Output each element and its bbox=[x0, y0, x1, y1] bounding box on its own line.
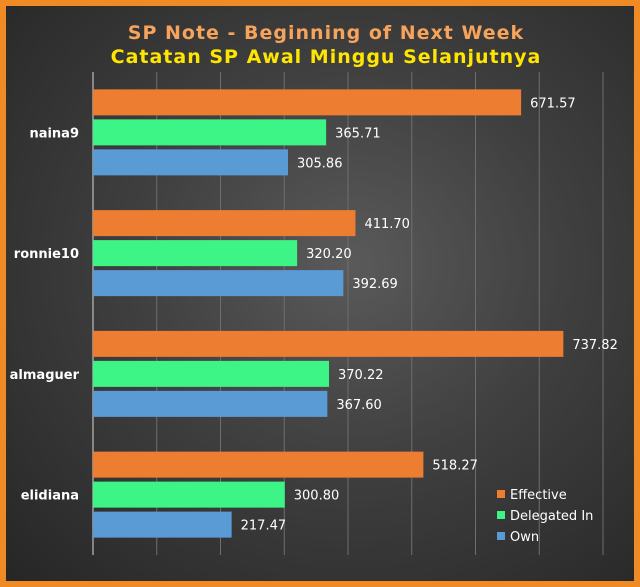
category-tick-label: elidiana bbox=[21, 489, 79, 504]
data-label: 367.60 bbox=[336, 398, 382, 413]
bar-own-naina9 bbox=[93, 149, 288, 176]
bar-delegated-in-naina9 bbox=[93, 119, 327, 146]
category-tick-labels: naina9 ronnie10 almaguer elidiana bbox=[10, 126, 80, 503]
data-label: 518.27 bbox=[432, 459, 478, 474]
data-label: 320.20 bbox=[306, 247, 352, 262]
legend-swatch bbox=[497, 490, 505, 498]
bar-own-ronnie10 bbox=[93, 270, 344, 297]
bar-own-almaguer bbox=[93, 390, 328, 417]
bar-delegated-in-ronnie10 bbox=[93, 240, 298, 267]
data-label: 411.70 bbox=[364, 217, 410, 232]
legend-label: Effective bbox=[510, 488, 567, 503]
data-label: 217.47 bbox=[241, 519, 287, 534]
category-tick-label: almaguer bbox=[10, 368, 80, 383]
data-label: 737.82 bbox=[572, 338, 618, 353]
data-label: 365.71 bbox=[335, 126, 381, 141]
legend-swatch bbox=[497, 511, 505, 519]
bar-effective-naina9 bbox=[93, 89, 522, 116]
bars bbox=[93, 89, 564, 538]
chart-title: SP Note - Beginning of Next Week bbox=[127, 22, 525, 44]
data-label: 300.80 bbox=[294, 489, 340, 504]
bar-effective-elidiana bbox=[93, 451, 424, 478]
data-label: 392.69 bbox=[352, 277, 398, 292]
legend-label: Delegated In bbox=[510, 509, 593, 524]
legend: Effective Delegated In Own bbox=[497, 488, 593, 545]
chart-subtitle: Catatan SP Awal Minggu Selanjutnya bbox=[110, 46, 542, 68]
bar-delegated-in-elidiana bbox=[93, 481, 285, 508]
bar-delegated-in-almaguer bbox=[93, 360, 330, 387]
data-label: 370.22 bbox=[338, 368, 384, 383]
bar-own-elidiana bbox=[93, 511, 232, 538]
legend-swatch bbox=[497, 532, 505, 540]
data-label: 305.86 bbox=[297, 156, 343, 171]
legend-label: Own bbox=[510, 530, 539, 545]
category-tick-label: ronnie10 bbox=[14, 247, 79, 262]
category-tick-label: naina9 bbox=[29, 126, 79, 141]
bar-effective-almaguer bbox=[93, 330, 564, 357]
bar-effective-ronnie10 bbox=[93, 210, 356, 237]
data-label: 671.57 bbox=[530, 96, 576, 111]
